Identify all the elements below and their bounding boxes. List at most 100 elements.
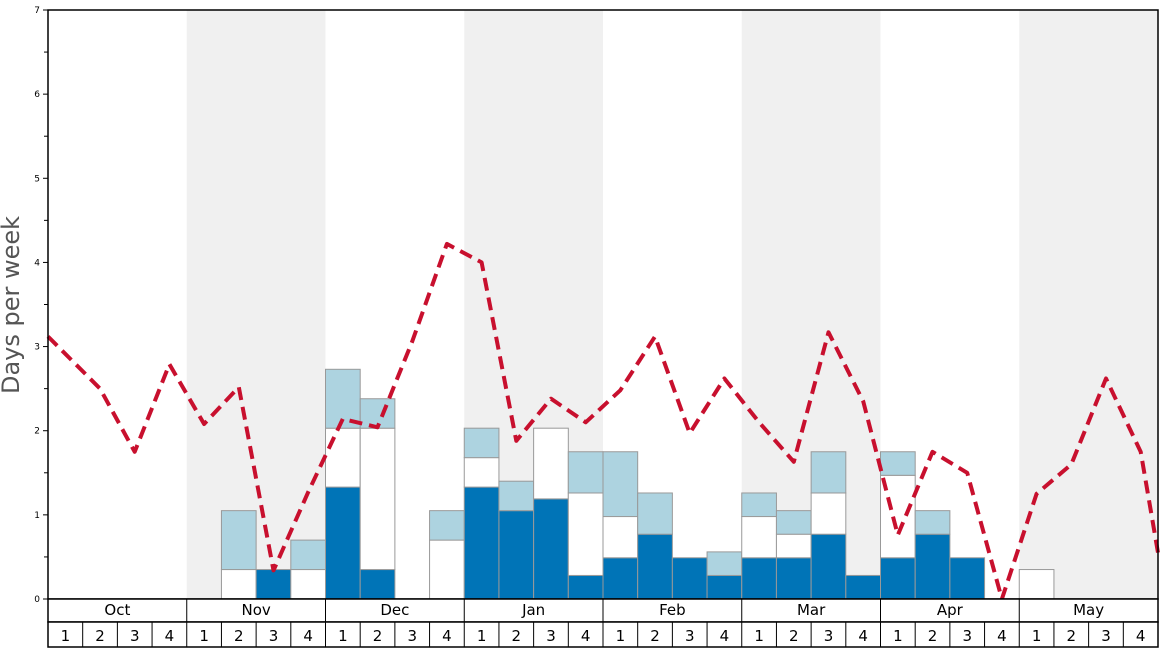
week-label: 1 [616, 627, 626, 645]
week-label: 2 [1067, 627, 1077, 645]
week-label: 2 [95, 627, 105, 645]
week-label: 4 [997, 627, 1007, 645]
bar-segment [325, 486, 361, 600]
week-label: 3 [130, 627, 140, 645]
week-label: 4 [303, 627, 313, 645]
bar-segment [567, 492, 604, 576]
week-label: 1 [477, 627, 487, 645]
bar-segment [325, 368, 361, 429]
bar-segment [775, 533, 812, 559]
week-label: 3 [962, 627, 972, 645]
bar-segment [1018, 569, 1055, 600]
bar-segment [880, 451, 916, 476]
week-label: 3 [685, 627, 695, 645]
bar-segment [567, 451, 604, 494]
week-label: 4 [442, 627, 452, 645]
bar-segment [429, 539, 465, 600]
week-label: 2 [650, 627, 660, 645]
bar-segment [741, 492, 777, 518]
bar-segment [671, 557, 708, 600]
week-label: 1 [61, 627, 71, 645]
week-label: 1 [338, 627, 348, 645]
trend-line-layer [46, 241, 1160, 601]
month-label: Feb [659, 601, 686, 619]
bar-segment [463, 486, 500, 600]
bar-segment [914, 533, 951, 600]
bar-segment [498, 480, 535, 512]
week-label: 4 [858, 627, 868, 645]
bar-segment [533, 427, 569, 500]
bar-segment [359, 569, 396, 600]
week-label: 1 [1032, 627, 1042, 645]
bar-segment [741, 557, 777, 600]
week-label: 3 [824, 627, 834, 645]
week-label: 2 [512, 627, 522, 645]
y-tick-label: 7 [34, 6, 40, 16]
bar-segment [810, 533, 847, 600]
bar-segment [880, 557, 916, 600]
bar-segment [706, 551, 743, 576]
bar-segment [949, 557, 986, 600]
stacked-bars [220, 368, 1055, 600]
week-label: 4 [1136, 627, 1146, 645]
bar-segment [741, 516, 777, 559]
week-label: 4 [720, 627, 730, 645]
month-label: Mar [797, 601, 826, 619]
month-label: Apr [937, 601, 964, 619]
bar-segment [706, 574, 743, 600]
bar-segment [775, 510, 812, 535]
week-label: 3 [1101, 627, 1111, 645]
y-tick-label: 6 [34, 90, 40, 100]
month-bands [186, 10, 1158, 599]
x-axis: Oct Nov Dec Jan Feb Mar Apr May 1 2 3 4 1 2 3 4 1 2 3 4 1 2 3 4… [47, 598, 1159, 648]
bar-segment [533, 498, 569, 600]
month-label: Jan [521, 601, 545, 619]
month-label: Oct [104, 601, 130, 619]
bar-segment [463, 457, 500, 488]
week-label: 1 [893, 627, 903, 645]
y-tick-label: 3 [34, 343, 40, 353]
bar-segment [810, 492, 847, 535]
week-label: 3 [269, 627, 279, 645]
bar-segment [498, 510, 535, 600]
week-label: 3 [407, 627, 417, 645]
week-label: 2 [789, 627, 799, 645]
bar-segment [637, 533, 673, 600]
bar-segment [429, 510, 465, 541]
bar-segment [602, 557, 639, 600]
week-label: 2 [928, 627, 938, 645]
bar-segment [602, 451, 639, 518]
bar-segment [359, 427, 396, 571]
bar-segment [325, 427, 361, 488]
bar-segment [810, 451, 847, 494]
week-label: 2 [373, 627, 383, 645]
bar-segment [290, 569, 326, 600]
bar-segment [220, 510, 257, 571]
y-tick-label: 4 [34, 258, 40, 268]
month-label: May [1073, 601, 1104, 619]
bar-segment [290, 539, 326, 571]
y-tick-label: 0 [34, 595, 40, 605]
y-tick-label: 5 [34, 174, 40, 184]
week-label: 4 [165, 627, 175, 645]
bar-segment [637, 492, 673, 535]
bar-segment [220, 569, 257, 600]
y-axis-label: Days per week [0, 216, 25, 394]
week-label: 3 [546, 627, 556, 645]
month-band [1019, 10, 1158, 599]
month-label: Dec [380, 601, 409, 619]
month-label: Nov [241, 601, 270, 619]
week-label: 4 [581, 627, 591, 645]
week-label: 1 [754, 627, 764, 645]
y-tick-label: 2 [34, 427, 40, 437]
bar-segment [775, 557, 812, 600]
bar-segment [255, 569, 292, 600]
y-tick-label: 1 [34, 511, 40, 521]
bar-segment [914, 510, 951, 535]
week-label: 1 [199, 627, 209, 645]
bar-segment [602, 516, 639, 559]
bar-segment [845, 574, 881, 600]
trend-line [46, 241, 1160, 601]
